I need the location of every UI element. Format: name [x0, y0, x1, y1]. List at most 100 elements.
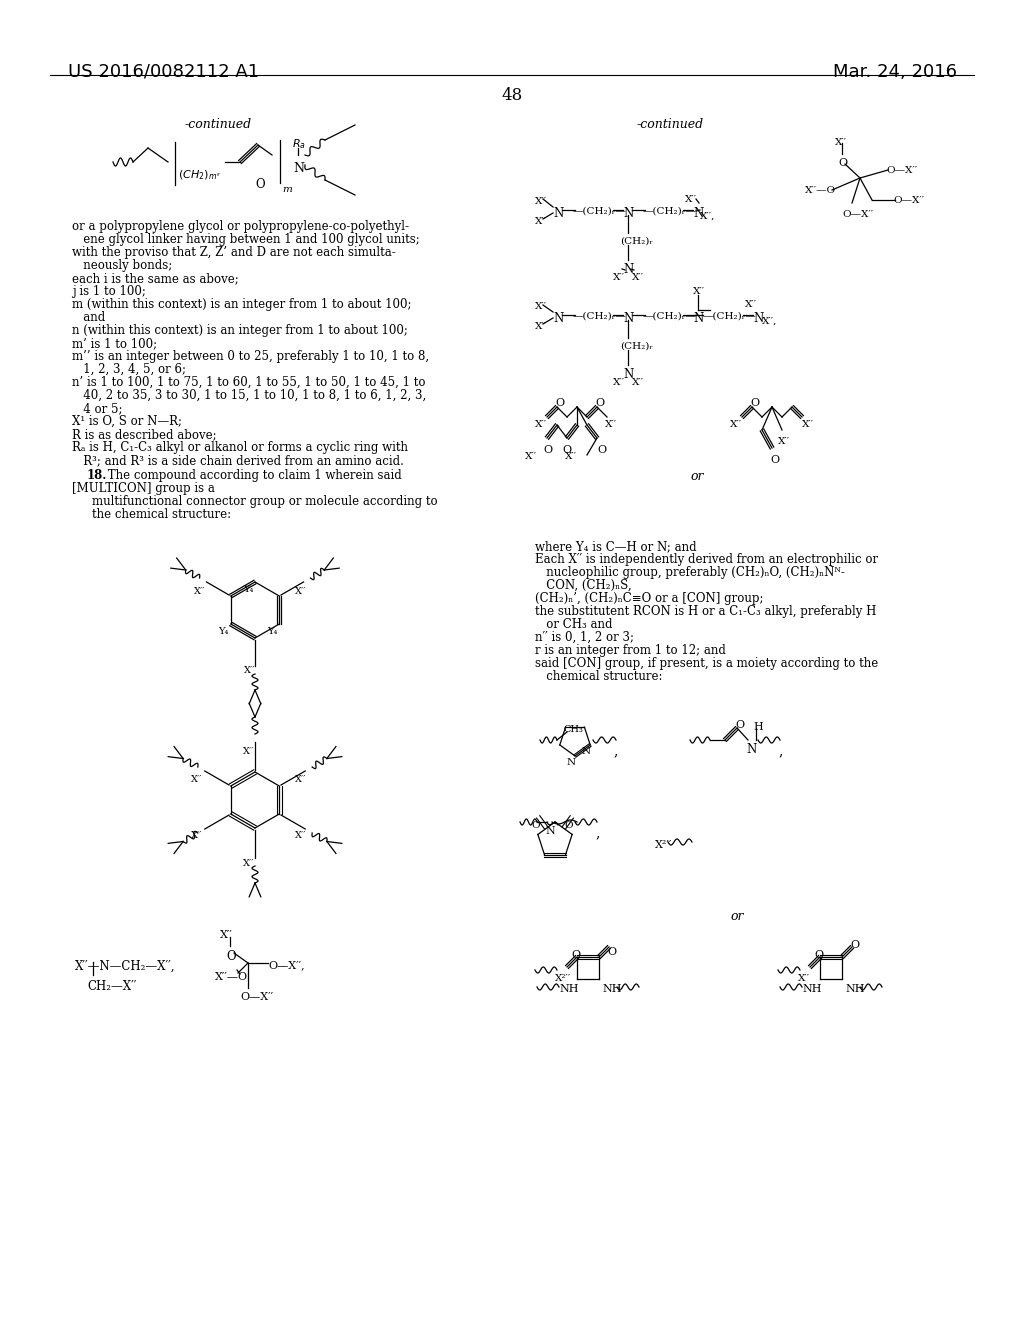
Text: NH: NH — [559, 983, 579, 994]
Text: X′′: X′′ — [295, 775, 307, 784]
Text: X′′: X′′ — [745, 300, 757, 309]
Text: N: N — [545, 826, 555, 836]
Text: or: or — [730, 909, 743, 923]
Text: X′′: X′′ — [191, 832, 203, 840]
Text: X′′: X′′ — [693, 286, 706, 296]
Text: X′′: X′′ — [802, 420, 814, 429]
Text: O—X′′: O—X′′ — [842, 210, 873, 219]
Text: X′′: X′′ — [220, 931, 232, 940]
Text: X′′,: X′′, — [762, 317, 777, 326]
Text: r is an integer from 1 to 12; and: r is an integer from 1 to 12; and — [535, 644, 726, 657]
Text: Y₄: Y₄ — [267, 627, 278, 636]
Text: O: O — [770, 455, 779, 465]
Text: X′′: X′′ — [565, 451, 578, 461]
Text: X′′: X′′ — [535, 322, 547, 331]
Text: O: O — [562, 445, 571, 455]
Text: X′′: X′′ — [244, 747, 255, 756]
Text: 1, 2, 3, 4, 5, or 6;: 1, 2, 3, 4, 5, or 6; — [72, 363, 186, 376]
Text: O: O — [750, 399, 759, 408]
Text: N: N — [566, 758, 575, 767]
Text: R is as described above;: R is as described above; — [72, 428, 217, 441]
Text: O: O — [735, 719, 744, 730]
Text: X′′: X′′ — [535, 216, 547, 226]
Text: O: O — [595, 399, 604, 408]
Text: N: N — [753, 312, 763, 325]
Text: Rₐ is H, C₁-C₃ alkyl or alkanol or forms a cyclic ring with: Rₐ is H, C₁-C₃ alkyl or alkanol or forms… — [72, 441, 408, 454]
Text: US 2016/0082112 A1: US 2016/0082112 A1 — [68, 63, 259, 81]
Text: 18.: 18. — [87, 469, 108, 482]
Text: X′′: X′′ — [798, 974, 810, 983]
Text: or: or — [690, 470, 703, 483]
Text: X²′′: X²′′ — [555, 974, 571, 983]
Text: with the proviso that Z, Z’ and D are not each simulta-: with the proviso that Z, Z’ and D are no… — [72, 246, 395, 259]
Text: O: O — [543, 445, 552, 455]
Text: Mar. 24, 2016: Mar. 24, 2016 — [833, 63, 957, 81]
Text: (CH₂)ᵣ: (CH₂)ᵣ — [620, 342, 653, 351]
Text: Each X′′ is independently derived from an electrophilic or: Each X′′ is independently derived from a… — [535, 553, 879, 566]
Text: X′′: X′′ — [835, 139, 847, 147]
Text: or CH₃ and: or CH₃ and — [535, 618, 612, 631]
Text: m’ is 1 to 100;: m’ is 1 to 100; — [72, 337, 157, 350]
Text: $R_a$: $R_a$ — [292, 137, 306, 150]
Text: the chemical structure:: the chemical structure: — [92, 508, 231, 521]
Text: NH: NH — [802, 983, 821, 994]
Text: multifunctional connector group or molecule according to: multifunctional connector group or molec… — [92, 495, 437, 508]
Text: $(CH_2)_{m''}$: $(CH_2)_{m''}$ — [178, 168, 221, 182]
Text: The compound according to claim 1 wherein said: The compound according to claim 1 wherei… — [104, 469, 401, 482]
Text: O: O — [597, 445, 606, 455]
Text: X′′: X′′ — [613, 273, 625, 282]
Text: X′′: X′′ — [605, 420, 617, 429]
Text: X′′—O: X′′—O — [215, 972, 248, 982]
Text: ,: , — [778, 744, 782, 758]
Text: m (within this context) is an integer from 1 to about 100;: m (within this context) is an integer fr… — [72, 298, 412, 312]
Text: N: N — [693, 207, 703, 220]
Text: —(CH₂)ᵣ—: —(CH₂)ᵣ— — [573, 207, 627, 216]
Text: X′′—N—CH₂—X′′,: X′′—N—CH₂—X′′, — [75, 960, 175, 973]
Text: Y₄: Y₄ — [218, 627, 229, 636]
Text: n’ is 1 to 100, 1 to 75, 1 to 60, 1 to 55, 1 to 50, 1 to 45, 1 to: n’ is 1 to 100, 1 to 75, 1 to 60, 1 to 5… — [72, 376, 426, 389]
Text: -continued: -continued — [637, 117, 703, 131]
Text: CH₃: CH₃ — [563, 725, 583, 734]
Text: O: O — [571, 950, 581, 960]
Text: -continued: -continued — [184, 117, 252, 131]
Text: X′′: X′′ — [685, 195, 697, 205]
Text: X′′—O: X′′—O — [805, 186, 837, 195]
Text: and: and — [72, 312, 105, 323]
Text: N: N — [582, 747, 591, 756]
Text: N: N — [623, 368, 633, 381]
Text: O—X′′: O—X′′ — [240, 993, 273, 1002]
Text: O: O — [226, 950, 236, 964]
Text: X′′: X′′ — [535, 197, 547, 206]
Text: ,: , — [595, 826, 599, 840]
Text: N: N — [553, 207, 563, 220]
Text: X′′: X′′ — [191, 775, 203, 784]
Text: X′′: X′′ — [778, 437, 791, 446]
Text: N: N — [623, 207, 633, 220]
Text: —(CH₂)ᵣ—: —(CH₂)ᵣ— — [703, 312, 757, 321]
Text: —(CH₂)ᵣ—: —(CH₂)ᵣ— — [643, 207, 696, 216]
Text: N: N — [623, 312, 633, 325]
Text: NH: NH — [602, 983, 622, 994]
Text: NH: NH — [845, 983, 864, 994]
Text: X′′: X′′ — [730, 420, 742, 429]
Text: CH₂—X′′: CH₂—X′′ — [87, 979, 136, 993]
Text: ,: , — [613, 744, 617, 758]
Text: R³; and R³ is a side chain derived from an amino acid.: R³; and R³ is a side chain derived from … — [72, 454, 403, 467]
Text: O: O — [564, 821, 573, 830]
Text: O: O — [838, 158, 847, 168]
Text: CON, (CH₂)ₙS,: CON, (CH₂)ₙS, — [535, 579, 632, 591]
Text: O: O — [607, 946, 616, 957]
Text: [MULTICON] group is a: [MULTICON] group is a — [72, 482, 215, 495]
Text: X′′: X′′ — [632, 273, 644, 282]
Text: X′′: X′′ — [632, 378, 644, 387]
Text: 48: 48 — [502, 87, 522, 104]
Text: Y₄: Y₄ — [243, 585, 253, 594]
Text: O—X′′: O—X′′ — [893, 195, 924, 205]
Text: X¹ is O, S or N—R;: X¹ is O, S or N—R; — [72, 414, 182, 428]
Text: X′′: X′′ — [245, 667, 256, 675]
Text: (CH₂)ₙ’, (CH₂)ₙC≡O or a [CON] group;: (CH₂)ₙ’, (CH₂)ₙC≡O or a [CON] group; — [535, 591, 764, 605]
Text: m’’ is an integer between 0 to 25, preferably 1 to 10, 1 to 8,: m’’ is an integer between 0 to 25, prefe… — [72, 350, 429, 363]
Text: neously bonds;: neously bonds; — [72, 259, 172, 272]
Text: X′′: X′′ — [295, 586, 306, 595]
Text: 40, 2 to 35, 3 to 30, 1 to 15, 1 to 10, 1 to 8, 1 to 6, 1, 2, 3,: 40, 2 to 35, 3 to 30, 1 to 15, 1 to 10, … — [72, 389, 426, 403]
